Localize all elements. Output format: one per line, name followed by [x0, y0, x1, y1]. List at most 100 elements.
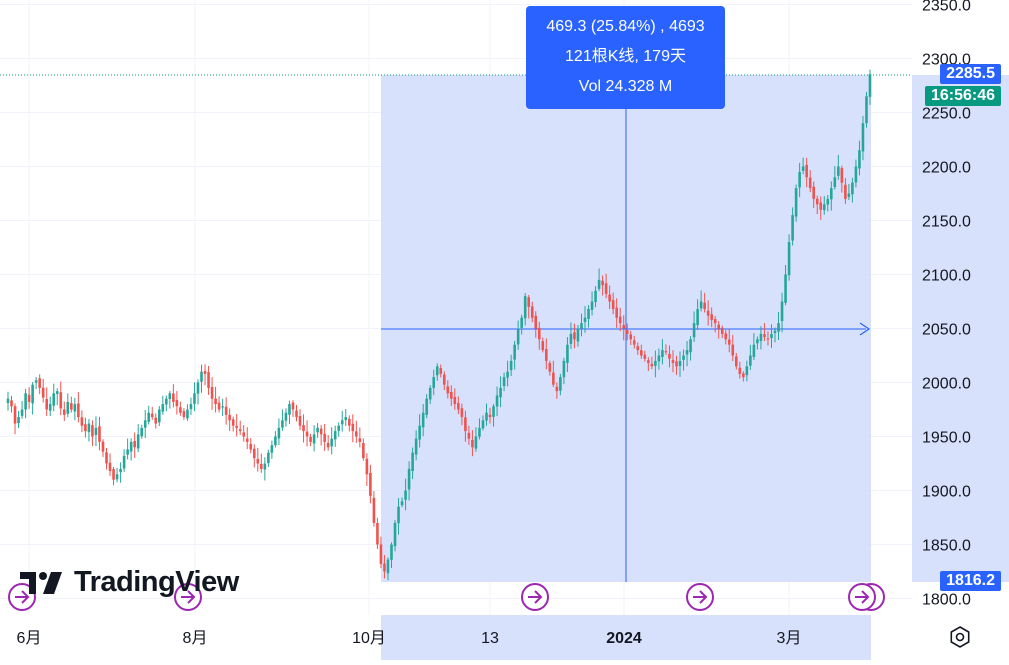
candle-body: [492, 406, 495, 417]
candle-body: [397, 506, 400, 524]
candle-body: [52, 393, 56, 406]
candle-body: [837, 166, 840, 176]
candle-body: [629, 334, 633, 340]
candle-body: [808, 177, 812, 189]
candle-body: [749, 355, 752, 366]
candle-body: [379, 544, 383, 564]
candle-body: [428, 387, 432, 400]
candle-body: [10, 400, 13, 407]
candle-body: [27, 394, 31, 402]
candle-body: [844, 184, 847, 199]
candle-body: [464, 417, 467, 432]
candle-body: [333, 431, 337, 440]
candle-body: [509, 360, 513, 371]
price-tick-label: 1800.0: [922, 592, 971, 609]
replay-arrow-icon[interactable]: [8, 583, 36, 611]
candle-body: [112, 469, 115, 480]
candle-body: [421, 412, 425, 428]
candle-body: [502, 377, 506, 387]
candle-body: [115, 474, 119, 480]
price-tick-label: 2350.0: [922, 0, 971, 15]
candle-body: [136, 434, 140, 449]
candle-body: [784, 274, 787, 303]
candle-body: [766, 338, 770, 340]
candle-body: [829, 188, 833, 200]
candle-body: [157, 409, 161, 423]
candle-body: [330, 438, 333, 447]
candle-body: [435, 366, 439, 376]
candle-body: [168, 393, 172, 400]
candle-body: [682, 355, 685, 360]
candle-body: [865, 96, 868, 124]
candle-body: [699, 301, 703, 309]
candle-body: [745, 366, 749, 376]
candle-body: [713, 319, 717, 324]
candle-body: [414, 438, 418, 455]
candle-body: [442, 374, 446, 385]
candle-body: [851, 182, 854, 195]
candle-body: [270, 445, 274, 453]
candle-body: [822, 204, 826, 211]
candle-body: [777, 323, 780, 332]
candle-body: [555, 386, 559, 392]
tradingview-logo[interactable]: TradingView: [18, 566, 239, 599]
candle-body: [618, 316, 622, 324]
candle-body: [267, 452, 270, 464]
time-tick-label: 13: [481, 630, 499, 647]
replay-arrow-icon[interactable]: [686, 583, 714, 611]
range-arrow-icon: [859, 322, 871, 336]
candle-body: [735, 356, 738, 367]
candle-body: [404, 490, 407, 500]
candle-body: [108, 462, 112, 472]
candle-body: [520, 317, 523, 328]
candle-body: [24, 393, 27, 410]
replay-arrow-icon[interactable]: [174, 583, 202, 611]
candle-body: [446, 386, 450, 394]
candle-body: [87, 423, 91, 433]
candle-body: [347, 418, 351, 426]
replay-arrow-icon[interactable]: [848, 583, 885, 611]
replay-arrow-icon[interactable]: [521, 583, 549, 611]
candle-body: [710, 314, 713, 320]
candle-body: [355, 431, 358, 437]
time-axis[interactable]: 6月 8月 10月 13 2024 3月: [17, 630, 802, 647]
candle-body: [752, 344, 756, 358]
price-tick-label: 2100.0: [922, 268, 971, 285]
candle-body: [203, 370, 207, 374]
candle-body: [763, 334, 766, 338]
candle-body: [48, 404, 52, 411]
candle-body: [274, 436, 277, 446]
candle-body: [622, 325, 626, 329]
candle-body: [467, 432, 471, 439]
candle-body: [474, 436, 478, 449]
candle-body: [632, 340, 636, 345]
price-axis[interactable]: 1800.0 1850.0 1900.0 1950.0 2000.0 2050.0 2100…: [922, 0, 971, 609]
candle-body: [45, 399, 49, 410]
price-tick-label: 2150.0: [922, 214, 971, 231]
price-tick-label: 1900.0: [922, 484, 971, 501]
candle-body: [499, 387, 502, 398]
candle-body: [791, 215, 794, 241]
candle-body: [696, 309, 699, 326]
candle-body: [66, 401, 70, 414]
candle-body: [98, 426, 101, 442]
candle-body: [481, 420, 485, 429]
candle-body: [604, 283, 608, 294]
candle-body: [640, 350, 643, 356]
candle-body: [527, 297, 531, 307]
candle-body: [337, 425, 341, 431]
candle-body: [217, 402, 221, 410]
candle-body: [200, 371, 203, 382]
candle-body: [129, 441, 133, 452]
candle-body: [165, 398, 168, 405]
candle-body: [277, 427, 281, 439]
price-tick-label: 2050.0: [922, 322, 971, 339]
candle-body: [513, 344, 516, 360]
candle-body: [840, 168, 844, 183]
time-tick-label: 3月: [777, 630, 802, 647]
settings-gear-icon[interactable]: [949, 626, 971, 648]
candle-body: [140, 427, 143, 437]
candle-body: [80, 417, 84, 426]
